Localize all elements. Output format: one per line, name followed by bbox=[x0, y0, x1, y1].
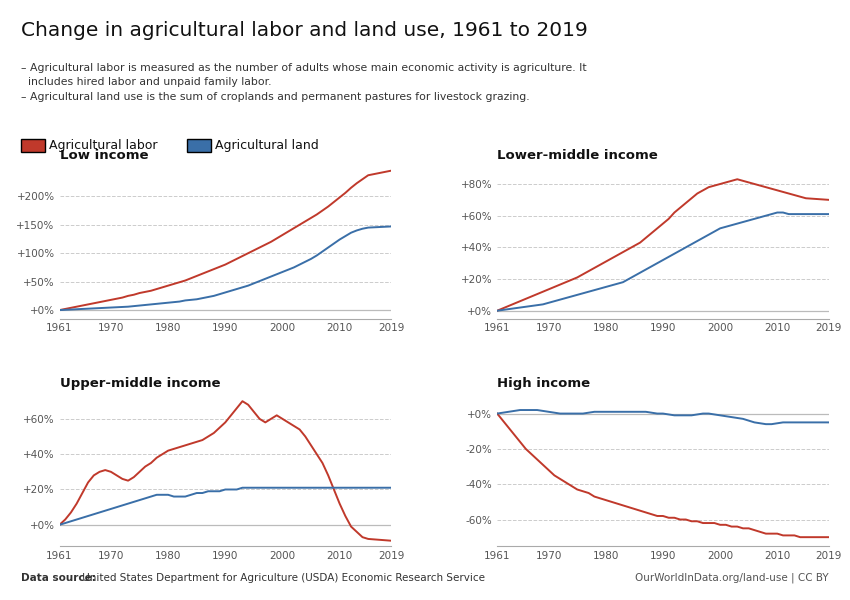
Text: – Agricultural labor is measured as the number of adults whose main economic act: – Agricultural labor is measured as the … bbox=[21, 63, 586, 102]
Text: Lower-middle income: Lower-middle income bbox=[497, 149, 658, 163]
Text: Low income: Low income bbox=[60, 149, 148, 163]
Text: in Data: in Data bbox=[752, 41, 795, 51]
Text: Agricultural labor: Agricultural labor bbox=[49, 139, 158, 152]
Text: United States Department for Agriculture (USDA) Economic Research Service: United States Department for Agriculture… bbox=[79, 573, 485, 583]
Text: Data source:: Data source: bbox=[21, 573, 96, 583]
Text: Our World: Our World bbox=[744, 24, 803, 34]
Text: Change in agricultural labor and land use, 1961 to 2019: Change in agricultural labor and land us… bbox=[21, 21, 588, 40]
Text: OurWorldInData.org/land-use | CC BY: OurWorldInData.org/land-use | CC BY bbox=[635, 572, 829, 583]
Text: Agricultural land: Agricultural land bbox=[215, 139, 319, 152]
Text: High income: High income bbox=[497, 377, 590, 390]
Text: Upper-middle income: Upper-middle income bbox=[60, 377, 220, 390]
